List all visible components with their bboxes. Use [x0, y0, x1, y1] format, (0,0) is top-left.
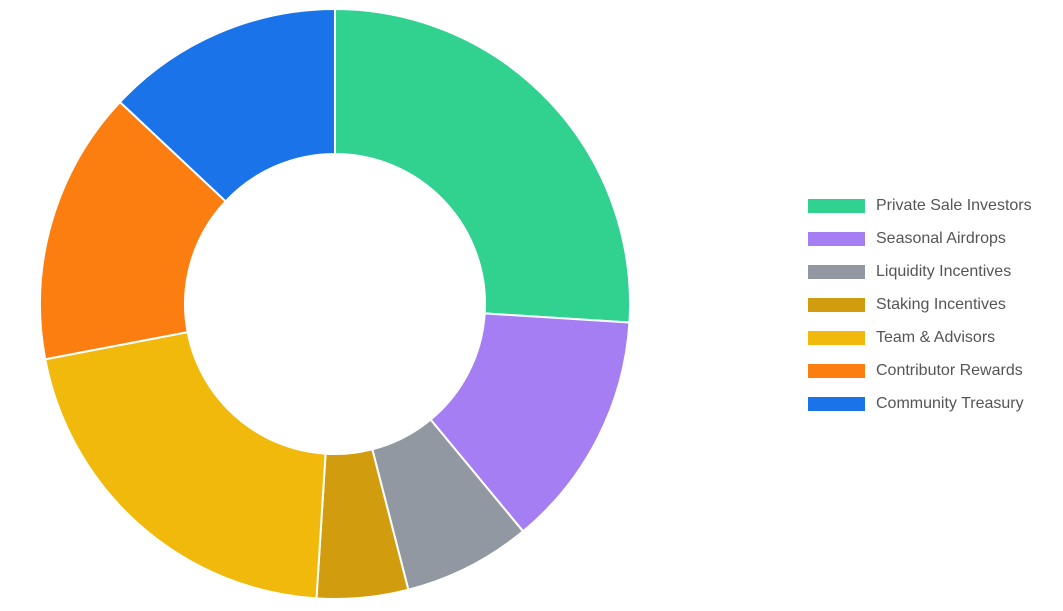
legend-swatch[interactable]	[808, 232, 865, 246]
legend-swatch[interactable]	[808, 298, 865, 312]
donut-slice	[39, 100, 228, 361]
legend-swatch[interactable]	[808, 397, 865, 411]
donut-slice	[118, 7, 336, 203]
legend-label[interactable]: Community Treasury	[876, 395, 1024, 412]
legend-swatch[interactable]	[808, 364, 865, 378]
legend-label[interactable]: Seasonal Airdrops	[876, 230, 1006, 247]
legend-label[interactable]: Private Sale Investors	[876, 197, 1032, 214]
legend-swatch[interactable]	[808, 199, 865, 213]
donut-slice	[44, 330, 327, 600]
legend-label[interactable]: Staking Incentives	[876, 296, 1006, 313]
legend-label[interactable]: Team & Advisors	[876, 329, 995, 346]
legend-swatch[interactable]	[808, 331, 865, 345]
donut-slice	[334, 7, 631, 324]
legend-label[interactable]: Contributor Rewards	[876, 362, 1023, 379]
legend-label[interactable]: Liquidity Incentives	[876, 263, 1011, 280]
legend-swatch[interactable]	[808, 265, 865, 279]
